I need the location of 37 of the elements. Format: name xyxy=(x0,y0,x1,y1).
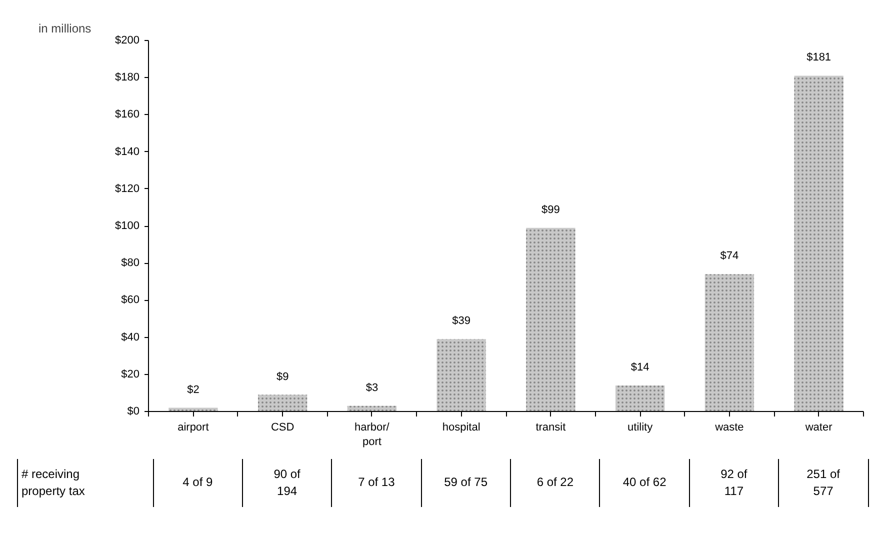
text: 90 of 194 xyxy=(242,459,332,507)
data-label: $2 xyxy=(187,384,200,396)
x-tick-label: airport xyxy=(178,422,209,434)
y-tick-label: $140 xyxy=(115,146,140,158)
data-label: $39 xyxy=(452,315,470,328)
y-tick-label: $60 xyxy=(121,294,140,306)
y-tick-label: $200 xyxy=(115,34,140,46)
data-label: $3 xyxy=(366,382,378,394)
y-tick-label: $20 xyxy=(121,368,140,380)
x-tick-label: water xyxy=(804,422,833,434)
text: 7 of 13 xyxy=(332,459,422,507)
text: 4 of 9 xyxy=(153,459,242,507)
text: 92 of 117 xyxy=(689,459,779,507)
y-tick-label: $100 xyxy=(115,220,140,232)
y-tick-label: $40 xyxy=(121,331,140,344)
text: 59 of 75 xyxy=(421,459,510,507)
y-tick-label: $180 xyxy=(115,72,140,84)
x-tick-label: harbor/ port xyxy=(354,422,390,448)
x-tick-label: waste xyxy=(714,422,744,434)
x-tick-label: CSD xyxy=(270,422,294,434)
y-axis-title: in millions xyxy=(38,22,92,36)
text: # receiving property tax xyxy=(17,459,153,507)
x-tick-label: hospital xyxy=(442,422,480,434)
data-label: $99 xyxy=(542,204,560,216)
text: 251 of 577 xyxy=(778,459,868,507)
x-tick-label: transit xyxy=(536,422,566,434)
text: 40 of 62 xyxy=(600,459,690,507)
data-label: $74 xyxy=(720,250,739,262)
data-label: $181 xyxy=(806,52,832,64)
text: 6 of 22 xyxy=(510,459,600,507)
y-tick-label: $120 xyxy=(115,182,140,195)
y-tick-label: $80 xyxy=(121,257,140,270)
data-label: $14 xyxy=(630,362,650,374)
x-tick-label: utility xyxy=(628,422,654,434)
y-tick-label: $160 xyxy=(115,108,140,121)
y-tick-label: $0 xyxy=(127,406,140,418)
data-label: $9 xyxy=(276,370,289,383)
